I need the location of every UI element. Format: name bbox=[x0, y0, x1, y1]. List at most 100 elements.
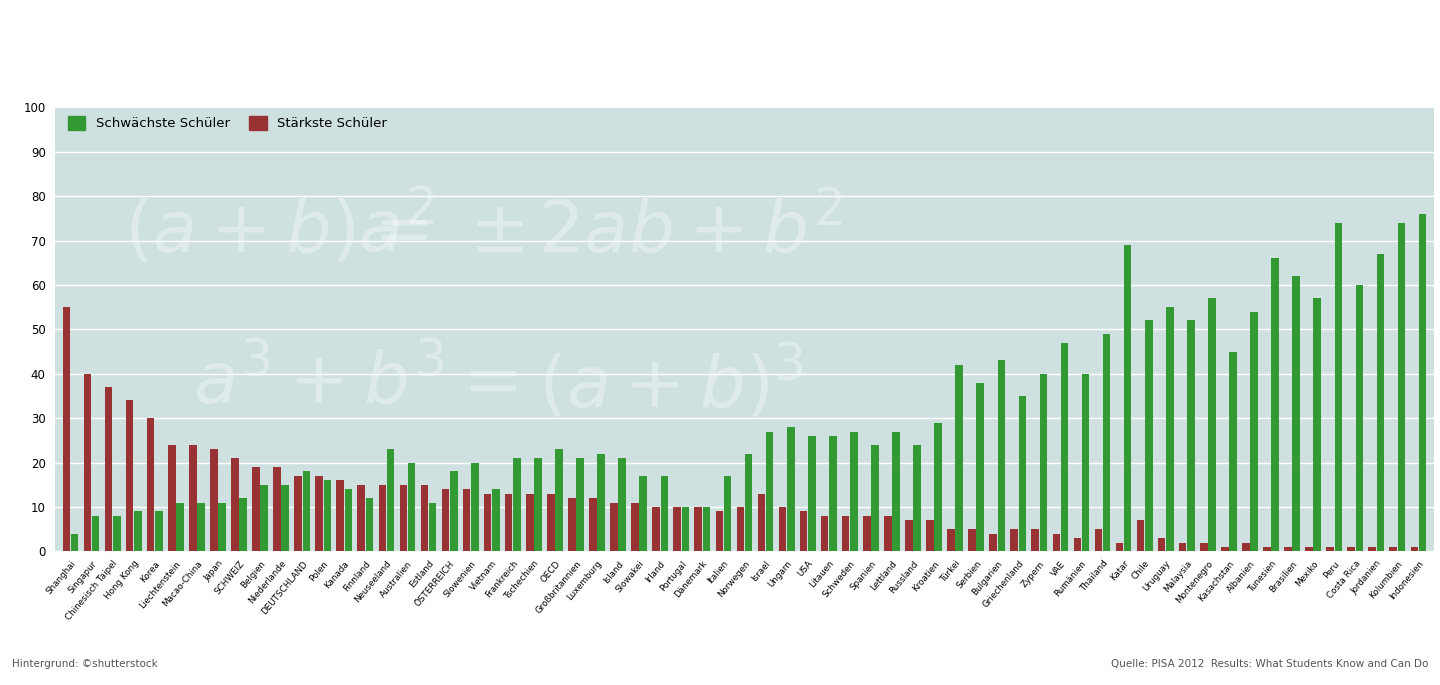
Bar bbox=[631, 503, 639, 551]
Bar bbox=[197, 503, 204, 551]
Bar bbox=[315, 476, 323, 551]
Bar bbox=[703, 507, 710, 551]
Bar bbox=[492, 489, 500, 551]
Bar bbox=[821, 516, 828, 551]
Bar bbox=[62, 307, 71, 551]
Bar bbox=[976, 383, 984, 551]
Legend: Schwächste Schüler, Stärkste Schüler: Schwächste Schüler, Stärkste Schüler bbox=[62, 110, 393, 137]
Bar bbox=[1166, 307, 1174, 551]
Bar bbox=[274, 467, 281, 551]
Bar bbox=[871, 445, 878, 551]
Bar bbox=[294, 476, 302, 551]
Bar bbox=[842, 516, 850, 551]
Bar bbox=[652, 507, 660, 551]
Bar bbox=[611, 503, 618, 551]
Bar bbox=[1061, 342, 1068, 551]
Bar bbox=[786, 427, 795, 551]
Bar bbox=[134, 512, 141, 551]
Bar bbox=[884, 516, 891, 551]
Bar bbox=[694, 507, 703, 551]
Bar bbox=[576, 458, 583, 551]
Bar bbox=[84, 374, 91, 551]
Bar bbox=[429, 503, 436, 551]
Bar bbox=[1390, 547, 1397, 551]
Bar bbox=[674, 507, 681, 551]
Bar bbox=[239, 498, 246, 551]
Bar bbox=[534, 458, 541, 551]
Bar bbox=[189, 445, 197, 551]
Bar bbox=[1081, 374, 1089, 551]
Text: Hintergrund: ©shutterstock: Hintergrund: ©shutterstock bbox=[12, 659, 157, 669]
Bar bbox=[863, 516, 871, 551]
Bar bbox=[1187, 321, 1195, 551]
Bar bbox=[724, 476, 732, 551]
Bar bbox=[442, 489, 449, 551]
Bar bbox=[408, 462, 415, 551]
Bar bbox=[366, 498, 373, 551]
Bar bbox=[219, 503, 226, 551]
Bar bbox=[1179, 543, 1187, 551]
Bar bbox=[471, 462, 478, 551]
Bar bbox=[1145, 321, 1152, 551]
Bar bbox=[716, 512, 723, 551]
Bar bbox=[926, 521, 933, 551]
Bar bbox=[556, 449, 563, 551]
Bar bbox=[147, 418, 154, 551]
Bar bbox=[513, 458, 521, 551]
Bar bbox=[935, 423, 942, 551]
Bar bbox=[1313, 298, 1320, 551]
Bar bbox=[357, 485, 366, 551]
Bar bbox=[210, 449, 217, 551]
Bar bbox=[344, 489, 353, 551]
Bar bbox=[1305, 547, 1313, 551]
Bar bbox=[1136, 521, 1145, 551]
Bar bbox=[1348, 547, 1355, 551]
Bar bbox=[1272, 258, 1279, 551]
Bar bbox=[337, 480, 344, 551]
Text: PISA-Ergebnisse: PISA-Ergebnisse bbox=[75, 24, 433, 62]
Text: $(a+b)=$: $(a+b)=$ bbox=[124, 197, 428, 267]
Bar bbox=[252, 467, 259, 551]
Bar bbox=[1074, 538, 1081, 551]
Bar bbox=[1123, 245, 1132, 551]
Bar bbox=[1326, 547, 1333, 551]
Bar bbox=[1094, 530, 1102, 551]
Bar bbox=[1355, 285, 1364, 551]
Bar bbox=[1221, 547, 1228, 551]
Bar bbox=[1053, 534, 1060, 551]
Bar bbox=[261, 485, 268, 551]
Bar bbox=[850, 432, 858, 551]
Bar bbox=[1284, 547, 1292, 551]
Bar bbox=[829, 436, 837, 551]
Bar bbox=[1031, 530, 1040, 551]
Bar bbox=[968, 530, 976, 551]
Bar bbox=[1377, 254, 1384, 551]
Bar bbox=[639, 476, 647, 551]
Bar bbox=[1292, 276, 1300, 551]
Bar bbox=[1040, 374, 1047, 551]
Bar bbox=[379, 485, 386, 551]
Text: $a^2$: $a^2$ bbox=[359, 195, 435, 268]
Bar bbox=[661, 476, 668, 551]
Bar bbox=[168, 445, 176, 551]
Bar bbox=[526, 494, 534, 551]
Bar bbox=[766, 432, 773, 551]
Bar bbox=[737, 507, 744, 551]
Bar bbox=[1116, 543, 1123, 551]
Bar bbox=[230, 458, 239, 551]
Bar bbox=[948, 530, 955, 551]
Bar bbox=[176, 503, 184, 551]
Bar bbox=[1158, 538, 1165, 551]
Text: $(a+b)^3$: $(a+b)^3$ bbox=[537, 342, 804, 423]
Bar bbox=[420, 485, 428, 551]
Bar bbox=[324, 480, 331, 551]
Bar bbox=[302, 471, 310, 551]
Bar bbox=[547, 494, 554, 551]
Bar bbox=[1263, 547, 1270, 551]
Bar bbox=[913, 445, 920, 551]
Bar bbox=[1411, 547, 1418, 551]
Bar bbox=[1243, 543, 1250, 551]
Bar bbox=[71, 534, 78, 551]
Bar bbox=[598, 453, 605, 551]
Bar bbox=[92, 516, 99, 551]
